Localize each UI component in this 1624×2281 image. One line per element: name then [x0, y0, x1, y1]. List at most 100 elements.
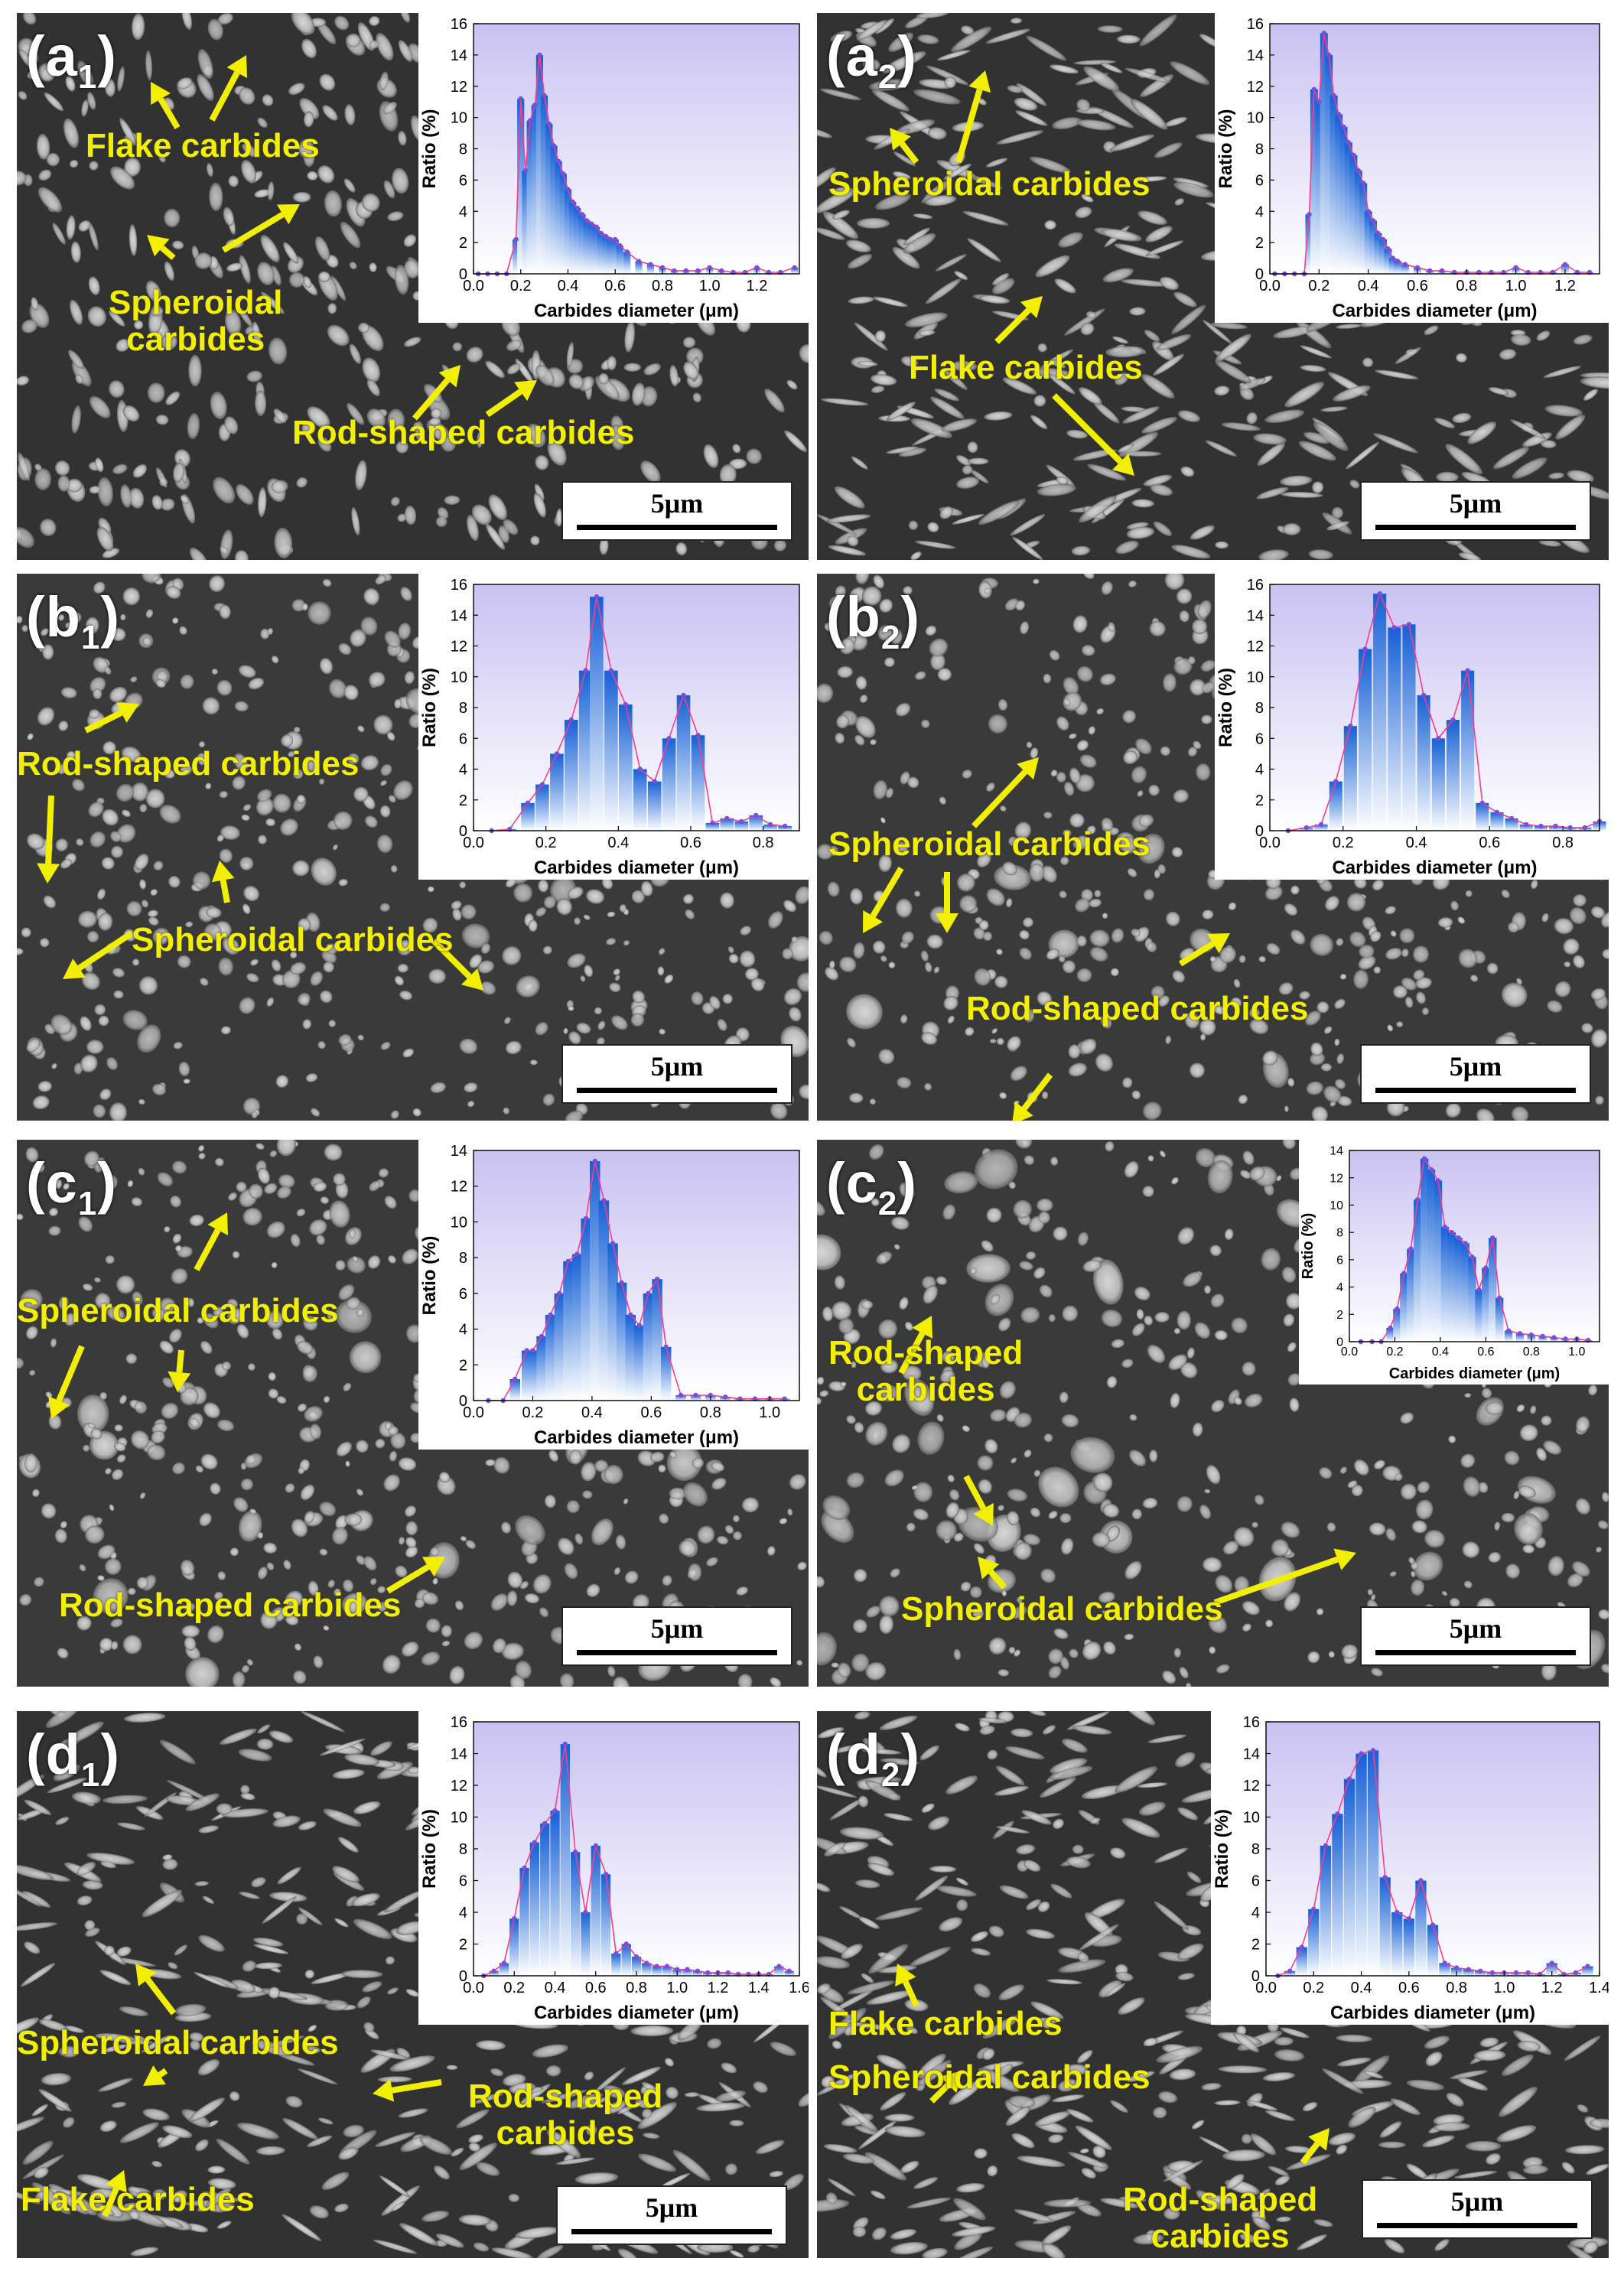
x-tick-label: 0.4	[581, 1404, 603, 1421]
data-point	[646, 1290, 651, 1297]
x-tick-label: 0.4	[607, 835, 629, 851]
data-point	[1463, 1241, 1468, 1246]
y-tick-label: 0	[1336, 1336, 1343, 1349]
data-point	[1375, 230, 1381, 236]
histogram-bar	[564, 189, 572, 274]
data-point	[1538, 823, 1544, 829]
trend-line	[1287, 591, 1600, 831]
histogram-bar	[521, 802, 535, 831]
histogram-bar	[691, 735, 705, 831]
x-tick-label: 0.0	[463, 1404, 484, 1421]
histogram-bar	[1482, 1267, 1490, 1342]
data-point	[1436, 736, 1441, 741]
data-point	[1401, 1271, 1407, 1276]
data-point	[592, 1158, 597, 1164]
histogram-bar	[631, 1957, 642, 1976]
panel-label: (d1)	[26, 1722, 120, 1795]
histogram-bar	[1344, 142, 1352, 274]
histogram-bar	[1379, 1877, 1391, 1976]
y-tick-label: 6	[1336, 1254, 1343, 1267]
data-point	[1469, 1254, 1475, 1260]
x-axis-label: Carbides diameter (μm)	[534, 1427, 739, 1448]
histogram-inset: 0 2 4 6 8 10 12 14 16 0.0 0.2 0.4 0.6 0.8 1.0 1.2 1.4 Car…	[1211, 1711, 1609, 2025]
data-point	[1299, 1944, 1304, 1950]
y-axis-label: Ratio (%)	[419, 1809, 440, 1889]
data-point	[1449, 1229, 1454, 1235]
y-tick-label: 0	[459, 1968, 467, 1985]
x-tick-label: 0.6	[1477, 1345, 1494, 1359]
x-tick-label: 0.2	[503, 1980, 525, 1996]
y-axis-label: Ratio (%)	[419, 668, 440, 747]
data-point	[1287, 1968, 1293, 1974]
data-point	[561, 171, 566, 177]
data-point	[607, 236, 613, 242]
data-point	[1562, 262, 1568, 267]
data-point	[623, 1941, 629, 1947]
data-point	[1450, 717, 1456, 723]
data-point	[583, 668, 588, 673]
data-point	[598, 230, 604, 236]
data-point	[1402, 262, 1408, 267]
scale-bar-line	[1377, 2223, 1577, 2228]
histogram-bar	[550, 145, 558, 274]
data-point	[654, 1277, 660, 1282]
histogram-bar	[1489, 1238, 1497, 1342]
histogram-bar	[600, 1874, 611, 1976]
histogram-bar	[625, 1314, 636, 1401]
data-point	[617, 243, 623, 249]
data-point	[666, 736, 672, 741]
panel-paren: )	[100, 585, 120, 649]
data-point	[1395, 1909, 1400, 1915]
histogram-bar	[1461, 670, 1475, 831]
y-tick-label: 4	[1255, 203, 1264, 220]
data-point	[1540, 1333, 1545, 1339]
callout-label: Spheroidal carbides	[901, 1590, 1223, 1628]
x-tick-label: 1.0	[1568, 1345, 1585, 1359]
panel-label: (c1)	[26, 1150, 117, 1223]
scale-bar: 5μm	[561, 481, 792, 541]
panel-letter: (b	[826, 585, 881, 649]
data-point	[1351, 152, 1356, 158]
panel-subscript: 1	[77, 57, 98, 96]
x-tick-label: 1.0	[666, 1980, 688, 1996]
histogram-bar	[633, 769, 647, 831]
histogram-bar	[587, 223, 595, 274]
x-tick-label: 0.0	[463, 1980, 484, 1996]
x-tick-label: 0.4	[1432, 1345, 1449, 1359]
y-tick-label: 12	[1247, 79, 1264, 96]
y-axis-label: Ratio (%)	[419, 109, 440, 189]
data-point	[693, 1392, 698, 1398]
data-point	[1414, 265, 1421, 270]
panel-paren: )	[897, 1151, 917, 1215]
histogram-bar	[635, 261, 643, 274]
y-tick-label: 8	[1336, 1227, 1343, 1240]
histogram-bar	[526, 120, 534, 274]
histogram-bar	[616, 1282, 627, 1401]
x-axis-label: Carbides diameter (μm)	[534, 857, 739, 878]
data-point	[1365, 209, 1371, 214]
y-tick-label: 16	[451, 577, 467, 594]
data-point	[1311, 86, 1317, 93]
histogram-bar	[1325, 54, 1333, 275]
histogram-bar	[690, 1395, 701, 1401]
x-tick-label: 0.0	[1341, 1345, 1358, 1359]
y-axis-label: Ratio (%)	[1216, 109, 1236, 189]
histogram-bar	[550, 753, 564, 831]
plot-frame	[1349, 1150, 1600, 1342]
panel-label: (b2)	[826, 584, 920, 657]
panel-label: (a1)	[26, 24, 117, 96]
histogram-bar	[559, 174, 567, 274]
x-tick-label: 0.8	[1523, 1345, 1540, 1359]
data-point	[1525, 1970, 1531, 1976]
y-axis-label: Ratio (%)	[1300, 1213, 1316, 1280]
data-point	[664, 1964, 670, 1969]
data-point	[1415, 1197, 1421, 1202]
scale-bar: 5μm	[556, 2185, 787, 2245]
panel-d1: 0 2 4 6 8 10 12 14 16 0.0 0.2 0.4 0.6 0.8 1.0 1.2 1.4 1.6…	[17, 1711, 809, 2258]
data-point	[1513, 1970, 1519, 1976]
data-point	[1582, 825, 1587, 831]
y-tick-label: 2	[1336, 1309, 1343, 1322]
histogram-bar	[1414, 1199, 1422, 1342]
data-point	[584, 1215, 589, 1221]
scale-bar: 5μm	[1362, 2179, 1593, 2239]
